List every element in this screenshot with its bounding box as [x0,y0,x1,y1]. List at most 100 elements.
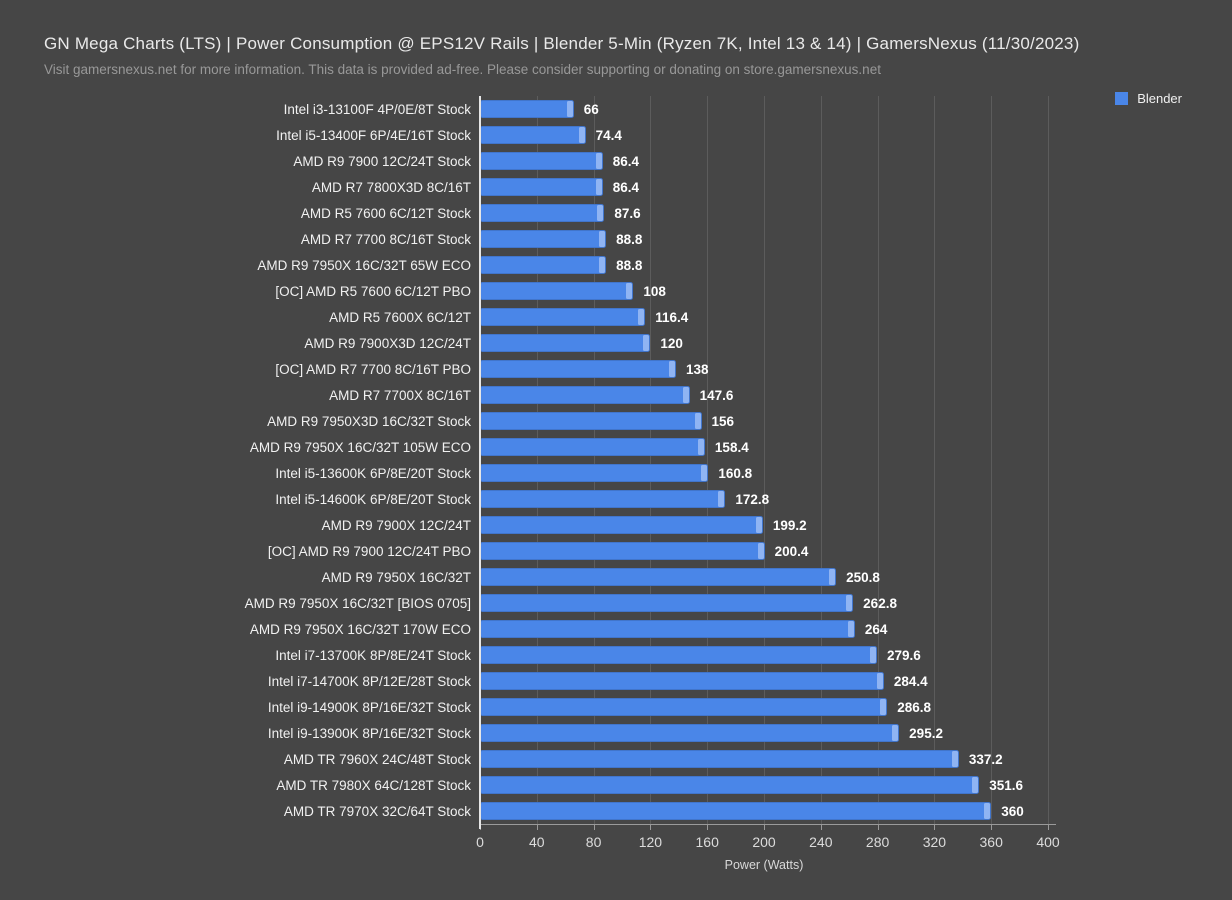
bar [480,490,726,508]
legend: Blender [1115,91,1182,106]
value-label: 138 [685,361,709,377]
bar-track: 200.4 [480,542,808,560]
bar-end-cap [566,101,573,117]
axis-tick-label: 40 [529,834,545,850]
bar-track: 351.6 [480,776,1023,794]
value-label: 74.4 [595,127,622,143]
axis-tick [536,825,538,830]
value-label: 116.4 [655,309,689,325]
bar-row: Intel i9-14900K 8P/16E/32T Stock 286.8 [0,694,1232,720]
bar-row: Intel i5-13400F 6P/4E/16T Stock 74.4 [0,122,1232,148]
axis-tick-label: 200 [752,834,776,850]
bar-row: AMD R9 7900X 12C/24T 199.2 [0,512,1232,538]
category-label: AMD R9 7950X 16C/32T [321,569,471,585]
bar-row: [OC] AMD R9 7900 12C/24T PBO 200.4 [0,538,1232,564]
value-label: 264 [864,621,888,637]
category-label: [OC] AMD R7 7700 8C/16T PBO [275,361,471,377]
bar-end-cap [951,751,958,767]
value-label: 158.4 [714,439,749,455]
axis-tick-label: 360 [979,834,1003,850]
bar [480,126,586,144]
value-label: 199.2 [772,517,807,533]
bar-track: 86.4 [480,178,639,196]
bar [480,360,676,378]
value-label: 87.6 [614,205,641,221]
bar-row: [OC] AMD R5 7600 6C/12T PBO 108 [0,278,1232,304]
axis-tick [1048,825,1049,830]
bar-row: AMD R7 7800X3D 8C/16T 86.4 [0,174,1232,200]
bar [480,516,763,534]
bar-track: 279.6 [480,646,921,664]
bar-track: 147.6 [480,386,733,404]
bar-track: 250.8 [480,568,880,586]
category-label: AMD R5 7600X 6C/12T [329,309,471,325]
axis-tick-label: 240 [809,834,833,850]
bar [480,308,646,326]
bar-end-cap [626,283,633,299]
legend-label: Blender [1137,91,1182,106]
plot-area: Intel i3-13100F 4P/0E/8T Stock 66 Intel i5… [0,96,1232,886]
gridlines [480,96,1049,824]
value-label: 156 [711,413,735,429]
bar-row: AMD TR 7960X 24C/48T Stock 337.2 [0,746,1232,772]
bar-end-cap [880,699,887,715]
bar-row: AMD R9 7950X 16C/32T 65W ECO 88.8 [0,252,1232,278]
gridline [877,96,879,824]
bar-row: Intel i3-13100F 4P/0E/8T Stock 66 [0,96,1232,122]
bar-end-cap [755,517,762,533]
bar-track: 74.4 [480,126,622,144]
x-axis-tick-labels: 0 40 80 120 160 200 240 280 320 360 400 [476,834,1060,852]
bar-track: 138 [480,360,708,378]
bar-end-cap [829,569,836,585]
bar-track: 158.4 [480,438,749,456]
bar-end-cap [599,231,606,247]
bar-end-cap [701,465,708,481]
value-label: 172.8 [735,491,770,507]
bar-row: AMD R9 7950X 16C/32T 105W ECO 158.4 [0,434,1232,460]
bar-row: AMD R5 7600 6C/12T Stock 87.6 [0,200,1232,226]
bar-end-cap [599,257,606,273]
bar-row: AMD R5 7600X 6C/12T 116.4 [0,304,1232,330]
bar-track: 116.4 [480,308,688,326]
bar [480,334,651,352]
category-label: AMD R9 7900 12C/24T Stock [293,153,471,169]
bar-end-cap [757,543,764,559]
gridline [650,96,652,824]
bar [480,438,705,456]
category-label: Intel i3-13100F 4P/0E/8T Stock [283,101,471,117]
gridline [536,96,538,824]
bar [480,100,574,118]
category-label: AMD R9 7950X 16C/32T 105W ECO [249,439,471,455]
bar-track: 172.8 [480,490,769,508]
bar-end-cap [984,803,991,819]
value-label: 66 [583,101,599,117]
bar-end-cap [847,621,854,637]
bar-end-cap [876,673,883,689]
axis-tick-label: 80 [585,834,602,850]
category-label: AMD TR 7980X 64C/128T Stock [276,777,471,793]
category-label: AMD TR 7960X 24C/48T Stock [283,751,471,767]
bar-end-cap [682,387,689,403]
value-label: 351.6 [989,777,1024,793]
chart-title: GN Mega Charts (LTS) | Power Consumption… [44,34,1080,53]
bar-track: 156 [480,412,734,430]
value-label: 295.2 [909,725,943,741]
bar [480,776,980,794]
plot-rows: Intel i3-13100F 4P/0E/8T Stock 66 Intel i5… [0,96,1232,824]
bar-end-cap [668,361,675,377]
bar-row: AMD TR 7980X 64C/128T Stock 351.6 [0,772,1232,798]
bar-track: 286.8 [480,698,931,716]
category-label: Intel i5-13400F 6P/4E/16T Stock [276,127,471,143]
gridline [764,96,765,824]
category-label: AMD R9 7950X 16C/32T [BIOS 0705] [244,595,471,611]
category-label: Intel i7-13700K 8P/8E/24T Stock [275,647,471,663]
axis-tick-label: 320 [922,834,947,850]
gridline [991,96,993,824]
bar-track: 88.8 [480,230,642,248]
bar [480,724,900,742]
bar-row: Intel i9-13900K 8P/16E/32T Stock 295.2 [0,720,1232,746]
category-label: Intel i9-14900K 8P/16E/32T Stock [267,699,471,715]
bar [480,750,959,768]
category-label: AMD R7 7700X 8C/16T [329,387,471,403]
bar-end-cap [972,777,979,793]
